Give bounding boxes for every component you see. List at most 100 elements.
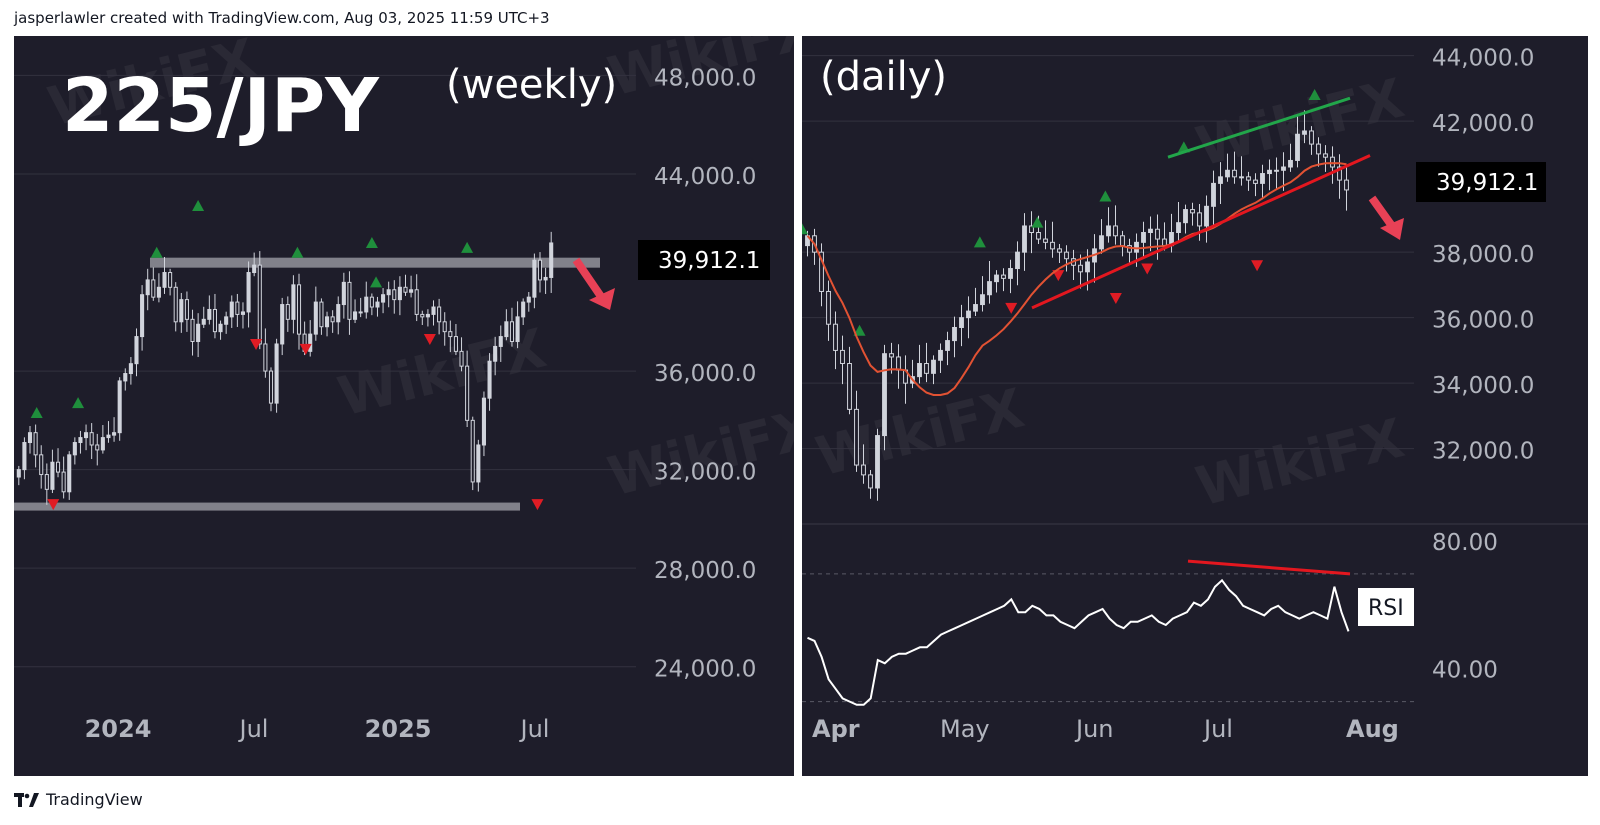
candle-body (453, 336, 458, 352)
candle-body (1106, 225, 1111, 237)
candle-body (498, 336, 503, 347)
candle-body (16, 469, 21, 478)
candle-body (336, 304, 341, 323)
candle-body (27, 432, 33, 444)
fractal-up-arrow (1099, 190, 1112, 202)
candle-body (100, 437, 105, 451)
tradingview-brand-label: TradingView (46, 790, 143, 809)
weekly-chart-panel: WikiFX WikiFX WikiFX WikiFX 48,000.0 44,000.0… (14, 36, 794, 776)
candle-body (179, 299, 184, 323)
candle-body (1253, 179, 1258, 184)
x-tick-label: May (940, 715, 990, 743)
y-tick-label: 32,000.0 (654, 460, 756, 486)
fractal-down-arrow (250, 338, 263, 350)
candle-body (833, 323, 838, 351)
candle-body (151, 279, 156, 298)
candle-body (1022, 225, 1027, 253)
candle-body (414, 289, 419, 315)
y-tick-label: 24,000.0 (654, 657, 756, 683)
candle-body (966, 310, 971, 319)
candle-body (1246, 176, 1251, 181)
candle-body (515, 316, 520, 343)
candle-body (22, 442, 27, 471)
rsi-tick-label: 40.00 (1432, 658, 1498, 684)
candle-body (235, 301, 240, 315)
fractal-down-arrow (47, 499, 60, 511)
fractal-down-arrow (1052, 270, 1065, 282)
candle-body (543, 276, 548, 281)
candle-body (1085, 261, 1090, 273)
forecast-arrow-shaft (572, 257, 606, 301)
candle-body (240, 311, 246, 315)
candle-body (1036, 232, 1041, 240)
candle-body (1057, 248, 1062, 253)
candle-body (67, 454, 72, 493)
last-price-label: 39,912.1 (658, 248, 760, 274)
candle-body (112, 432, 117, 436)
x-tick-label: Jul (1202, 715, 1233, 743)
candle-body (319, 301, 324, 328)
plot-background (14, 36, 794, 776)
candle-body (481, 397, 486, 446)
candle-body (1330, 156, 1335, 168)
candle-body (819, 251, 824, 292)
candle-body (61, 471, 66, 493)
candle-body (386, 289, 391, 296)
candle-body (504, 321, 509, 338)
weekly-chart[interactable]: WikiFXWikiFXWikiFXWikiFX48,000.044,000.0… (14, 36, 794, 776)
candle-body (1218, 176, 1223, 184)
candle-body (987, 281, 992, 296)
rsi-line (807, 578, 1350, 706)
candle-body (896, 356, 901, 371)
resistance-band (150, 257, 600, 268)
x-tick-label: 2025 (365, 715, 432, 743)
candle-body (459, 350, 464, 367)
candle-body (403, 286, 408, 293)
candle-body (78, 437, 83, 444)
candle-body (1204, 205, 1209, 227)
candle-body (1295, 133, 1300, 161)
candle-body (487, 360, 492, 399)
candle-body (44, 474, 49, 490)
candle-body (448, 331, 453, 338)
fractal-up-arrow (973, 236, 986, 248)
candle-body (263, 343, 268, 372)
fractal-up-arrow (192, 200, 205, 211)
daily-chart[interactable]: WikiFXWikiFXWikiFX44,000.042,000.038,000… (802, 36, 1588, 776)
candle-body (917, 363, 922, 378)
fractal-down-arrow (1109, 293, 1122, 305)
candle-body (252, 264, 257, 274)
candle-body (190, 318, 195, 343)
candle-body (308, 333, 313, 352)
candle-body (470, 419, 475, 483)
candle-body (1043, 238, 1048, 243)
candle-body (1239, 176, 1244, 179)
candle-body (1008, 268, 1013, 279)
candle-body (526, 296, 531, 303)
fractal-down-arrow (531, 499, 544, 511)
tradingview-brand[interactable]: TradingView (14, 790, 143, 809)
rsi-label: RSI (1368, 596, 1404, 621)
candle-body (369, 296, 374, 308)
candle-body (442, 321, 447, 333)
candle-body (364, 296, 369, 313)
candle-body (537, 259, 543, 281)
candle-body (952, 326, 957, 342)
candle-body (324, 316, 330, 328)
candle-body (50, 461, 55, 490)
candle-body (532, 259, 537, 298)
candle-body (1344, 179, 1349, 191)
candle-body (330, 316, 335, 323)
fractal-up-arrow (72, 397, 85, 409)
rsi-label-box (1358, 588, 1414, 626)
candle-body (1197, 212, 1202, 227)
candle-body (229, 301, 234, 318)
candle-body (1232, 169, 1237, 178)
candle-body (847, 363, 852, 410)
x-tick-label: 2024 (85, 715, 152, 743)
candle-body (1267, 169, 1272, 175)
candle-body (1120, 235, 1125, 247)
last-price-tag (1416, 162, 1546, 202)
candle-body (521, 301, 526, 318)
rsi-divergence-line (1187, 559, 1351, 576)
